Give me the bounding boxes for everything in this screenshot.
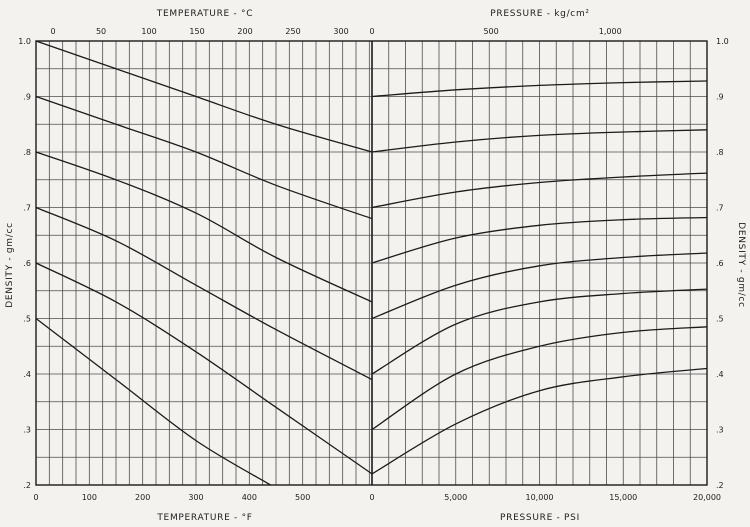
y-tick-label-right: .4 <box>716 370 724 379</box>
x-tick-label-bottom-right: 15,000 <box>609 493 637 502</box>
series-line-pressure <box>371 288 708 375</box>
y-tick-label-left: .2 <box>23 481 31 490</box>
series-line-temperature <box>35 95 373 220</box>
series-line-pressure <box>371 129 708 153</box>
series-line-temperature <box>35 206 373 381</box>
y-tick-label-left: .4 <box>23 370 31 379</box>
title-top-right: PRESSURE - kg/cm² <box>490 9 589 19</box>
x-tick-label-top-left: 0 <box>51 27 56 36</box>
y-tick-label-right: .9 <box>716 93 724 102</box>
x-tick-label-bottom-left: 400 <box>242 493 257 502</box>
y-tick-label-left: .9 <box>23 93 31 102</box>
series-line-temperature <box>35 40 373 153</box>
y-axis-label-right: DENSITY - gm/cc <box>736 222 746 308</box>
x-tick-label-bottom-right: 10,000 <box>526 493 554 502</box>
y-tick-label-left: .6 <box>23 259 31 268</box>
series-line-pressure <box>371 172 708 209</box>
y-tick-label-left: .3 <box>23 426 31 435</box>
title-bottom-left: TEMPERATURE - °F <box>156 513 252 523</box>
x-tick-label-bottom-right: 20,000 <box>693 493 721 502</box>
x-tick-label-top-left: 100 <box>141 27 156 36</box>
title-top-left: TEMPERATURE - °C <box>156 9 253 19</box>
x-tick-label-top-left: 300 <box>333 27 348 36</box>
series-line-pressure <box>371 326 708 431</box>
y-axis-label-left: DENSITY - gm/cc <box>5 222 15 308</box>
x-tick-label-bottom-left: 500 <box>295 493 310 502</box>
series-line-temperature <box>35 317 272 486</box>
x-tick-label-bottom-left: 0 <box>33 493 38 502</box>
x-tick-label-bottom-right: 0 <box>369 493 374 502</box>
y-tick-label-right: .2 <box>716 481 724 490</box>
y-tick-label-right: .3 <box>716 426 724 435</box>
x-tick-label-bottom-left: 300 <box>188 493 203 502</box>
x-tick-label-bottom-left: 100 <box>82 493 97 502</box>
series-line-pressure <box>371 367 708 475</box>
y-tick-label-left: .7 <box>23 204 31 213</box>
y-tick-label-right: .6 <box>716 259 724 268</box>
y-tick-label-right: .7 <box>716 204 724 213</box>
title-bottom-right: PRESSURE - PSI <box>500 513 580 523</box>
series-line-pressure <box>371 252 708 320</box>
series-line-temperature <box>35 151 373 303</box>
y-tick-label-right: .8 <box>716 148 724 157</box>
y-tick-label-right: 1.0 <box>716 37 729 46</box>
x-tick-label-top-right: 1,000 <box>599 27 622 36</box>
y-tick-label-right: .5 <box>716 315 724 324</box>
y-tick-label-left: .5 <box>23 315 31 324</box>
x-tick-label-top-right: 500 <box>483 27 498 36</box>
x-tick-label-top-right: 0 <box>369 27 374 36</box>
x-tick-label-bottom-left: 200 <box>135 493 150 502</box>
y-tick-label-left: .8 <box>23 148 31 157</box>
x-tick-label-bottom-right: 5,000 <box>444 493 467 502</box>
x-tick-label-top-left: 250 <box>285 27 300 36</box>
x-tick-label-top-left: 200 <box>237 27 252 36</box>
x-tick-label-top-left: 50 <box>96 27 106 36</box>
x-tick-label-top-left: 150 <box>189 27 204 36</box>
series-line-pressure <box>371 216 708 264</box>
series-line-pressure <box>371 80 708 98</box>
y-tick-label-left: 1.0 <box>18 37 31 46</box>
series-line-temperature <box>35 262 373 475</box>
